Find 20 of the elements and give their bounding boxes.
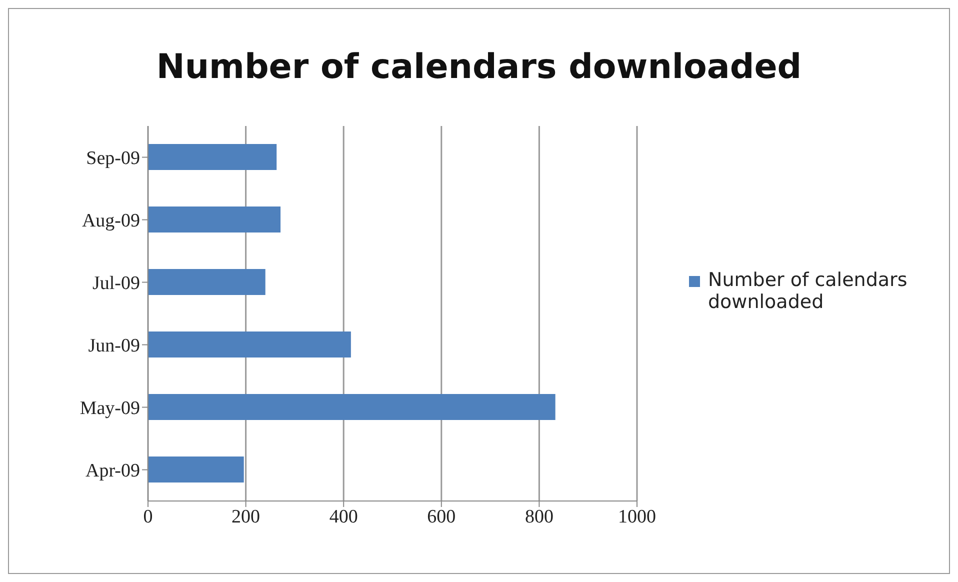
bar [148,394,556,420]
y-tick-label: Jun-09 [88,335,140,356]
y-tick-label: Aug-09 [82,210,140,232]
y-tick-label: Apr-09 [86,460,140,482]
y-tick-label: May-09 [80,398,140,419]
y-tick-label: Sep-09 [86,148,140,169]
y-tick-label: Jul-09 [92,272,140,294]
x-tick-label: 400 [329,506,358,528]
bar [148,456,244,482]
bar [148,269,266,295]
x-tick-label: 200 [232,506,260,528]
x-tick-label: 600 [427,506,456,528]
x-tick-label: 1000 [618,506,656,528]
bar [148,144,277,170]
x-tick-label: 0 [143,506,153,528]
bar [148,332,351,358]
legend-label: Number of calendars downloaded [708,269,908,313]
bar [148,206,281,232]
x-tick-label: 800 [524,506,554,528]
chart-title: Number of calendars downloaded [155,47,803,87]
